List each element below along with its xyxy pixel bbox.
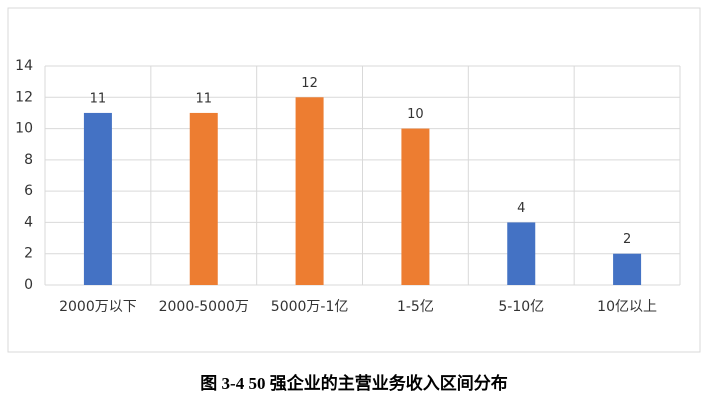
bar [189,112,218,285]
bar [613,253,642,285]
y-tick-label: 12 [15,89,33,105]
y-tick-label: 8 [24,152,33,168]
x-tick-label: 5000万-1亿 [271,299,349,315]
chart-title: 图 3-4 50 强企业的主营业务收入区间分布 [200,373,507,393]
data-label: 11 [90,91,107,106]
chart-frame [7,7,701,353]
data-label: 2 [623,232,631,247]
data-label: 11 [195,91,212,106]
bar [83,112,112,285]
x-tick-label: 1-5亿 [397,299,434,315]
x-tick-label: 2000万以下 [59,299,137,315]
y-tick-label: 10 [15,121,33,137]
y-tick-label: 0 [24,277,33,293]
y-tick-label: 14 [15,58,33,74]
y-tick-label: 4 [24,214,33,230]
y-tick-label: 2 [24,246,33,262]
data-label: 12 [301,76,318,91]
bar [295,97,324,286]
bar [401,128,430,285]
x-tick-label: 5-10亿 [498,299,544,315]
bar [507,222,536,285]
x-tick-label: 2000-5000万 [159,299,249,315]
x-tick-label: 10亿以上 [597,299,657,315]
data-label: 10 [407,107,424,122]
data-label: 4 [517,201,525,216]
y-tick-label: 6 [24,183,33,199]
